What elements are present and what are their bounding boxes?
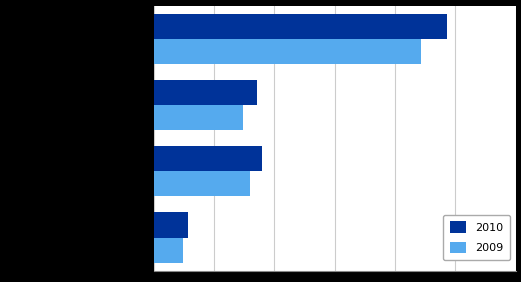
Bar [154,14,447,39]
Legend: 2010, 2009: 2010, 2009 [443,215,510,260]
Bar [154,237,183,263]
Bar [154,80,257,105]
Bar [154,212,188,237]
Bar [154,146,262,171]
Bar [154,171,250,197]
Bar [154,39,421,64]
Bar [154,105,243,130]
